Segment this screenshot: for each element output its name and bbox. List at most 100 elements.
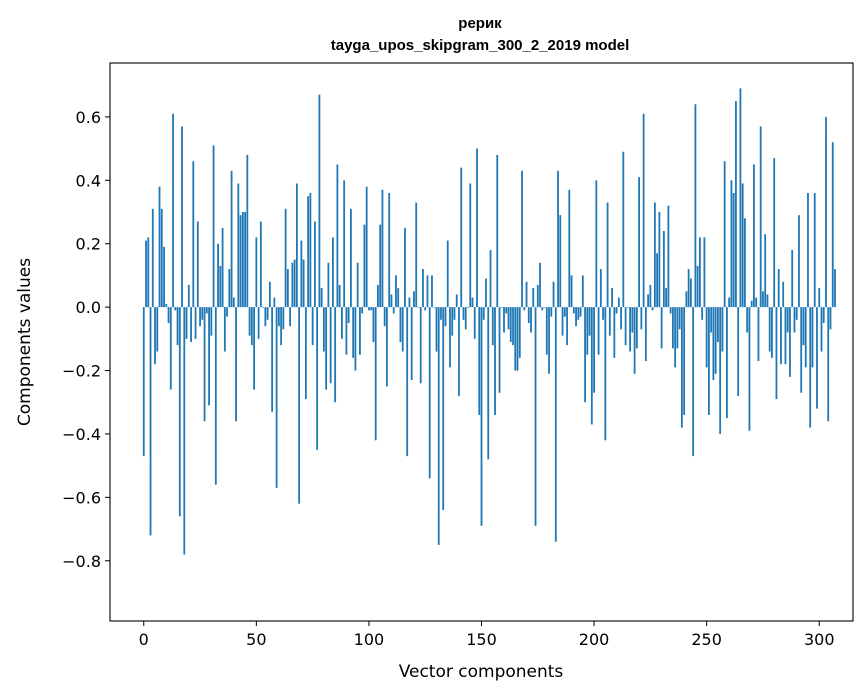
bar [277, 307, 280, 327]
bar [264, 307, 267, 327]
bar [163, 246, 165, 308]
bar [386, 307, 388, 387]
bar [343, 180, 346, 308]
bar [503, 307, 505, 333]
bar [786, 307, 789, 333]
bar [167, 307, 170, 323]
bar [275, 307, 278, 488]
bar [543, 307, 546, 308]
bar [410, 307, 413, 381]
bar [671, 307, 674, 349]
bar [665, 288, 668, 308]
bar [473, 307, 476, 339]
bar [750, 300, 753, 308]
bar [210, 307, 213, 336]
bar [347, 307, 350, 323]
bar [440, 307, 442, 320]
bar [653, 202, 656, 308]
bar [356, 262, 359, 308]
bar [775, 307, 778, 400]
bar [350, 208, 352, 308]
bar [471, 297, 474, 308]
bar [739, 88, 742, 308]
bar [286, 269, 289, 308]
bar [235, 307, 237, 422]
bar [359, 307, 361, 355]
bar [156, 307, 159, 352]
bar [791, 250, 794, 308]
bar [795, 307, 798, 320]
x-tick-label: 300 [804, 630, 835, 649]
bar [825, 116, 827, 308]
bar [804, 307, 807, 368]
bar [820, 307, 823, 352]
x-axis-ticks: 0 50 100 150 200 250 300 [139, 621, 835, 649]
bar [223, 307, 226, 352]
bar [699, 237, 701, 308]
bar [789, 307, 791, 377]
bar [379, 224, 382, 308]
bar [536, 284, 539, 308]
bar [262, 307, 264, 308]
bar [680, 307, 683, 428]
bar [635, 307, 638, 349]
bar [280, 307, 283, 346]
bar [521, 170, 523, 308]
bar [534, 307, 537, 526]
bar [458, 307, 460, 396]
bar [708, 307, 710, 415]
x-tick-label: 200 [579, 630, 610, 649]
bar [392, 307, 395, 314]
bar [284, 208, 287, 308]
bar [404, 227, 406, 308]
bar [395, 275, 397, 308]
bar [807, 192, 809, 308]
bar [572, 307, 575, 314]
bar [142, 307, 145, 457]
bar [212, 145, 215, 308]
bar [577, 307, 580, 320]
bar [460, 167, 463, 308]
bar [203, 307, 206, 422]
bar [309, 192, 312, 308]
bar [149, 307, 152, 536]
bar [334, 307, 337, 403]
bar [482, 307, 485, 320]
bar [649, 284, 652, 308]
bar [498, 307, 501, 393]
bar [712, 307, 715, 381]
bar [327, 262, 330, 308]
bar [199, 307, 201, 327]
bar [437, 307, 440, 545]
bar [667, 205, 670, 308]
bar [365, 186, 368, 308]
bar [604, 307, 607, 441]
x-tick-label: 250 [691, 630, 722, 649]
bar [178, 307, 181, 517]
bar [744, 218, 746, 308]
bar [205, 307, 208, 314]
bar-series [142, 88, 836, 555]
bar [271, 307, 274, 412]
bar [735, 101, 737, 308]
bar [304, 307, 307, 400]
bar [208, 307, 210, 406]
bar [660, 307, 663, 349]
bar [651, 307, 654, 311]
bar [368, 307, 370, 311]
bar [737, 307, 740, 396]
bar [248, 307, 251, 336]
bar [496, 154, 499, 308]
bar [622, 151, 625, 308]
bar [185, 307, 188, 339]
bar [831, 142, 834, 308]
bar [174, 307, 177, 311]
bar [719, 307, 722, 434]
bar [390, 294, 393, 308]
bar [408, 297, 411, 308]
bar [145, 240, 147, 308]
bar [433, 307, 436, 308]
bar [771, 307, 773, 358]
x-tick-label: 150 [466, 630, 497, 649]
